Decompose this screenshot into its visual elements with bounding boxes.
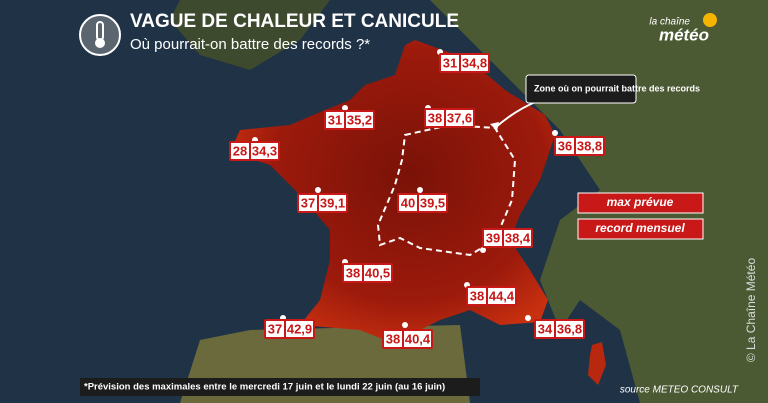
max-cell (344, 265, 362, 281)
station-dot (525, 315, 531, 321)
legend-record: record mensuel (595, 221, 685, 235)
station-dot (417, 187, 423, 193)
thermometer-icon (79, 14, 121, 56)
watermark: © La Chaîne Météo (744, 258, 758, 363)
station-dot (315, 187, 321, 193)
record-cell (419, 195, 446, 211)
record-value: 34,8 (462, 55, 487, 70)
record-value: 38,8 (577, 138, 602, 153)
record-value: 40,4 (405, 331, 431, 346)
max-cell (441, 55, 459, 71)
annotation-box (525, 74, 637, 104)
record-cell (404, 331, 431, 347)
max-value: 37 (301, 195, 315, 210)
max-cell (326, 112, 344, 128)
source: source METEO CONSULT (620, 385, 739, 396)
max-value: 37 (268, 321, 282, 336)
max-value: 38 (428, 110, 442, 125)
land-uk (170, 0, 330, 70)
annotation: Zone où on pourrait battre des records (534, 83, 700, 93)
arrow-head (490, 122, 499, 131)
logo-line1: la chaîne (649, 17, 690, 28)
logo-line2: météo (659, 25, 709, 44)
max-value: 31 (328, 112, 342, 127)
record-value: 34,3 (252, 143, 277, 158)
max-cell (399, 195, 417, 211)
max-value: 40 (401, 195, 415, 210)
max-value: 34 (538, 321, 553, 336)
station-dot (552, 130, 558, 136)
station-dot (342, 105, 348, 111)
record-value: 39,1 (320, 195, 345, 210)
max-cell (299, 195, 317, 211)
max-value: 39 (486, 230, 500, 245)
max-cell (536, 321, 554, 337)
thermometer-bulb (95, 38, 105, 48)
record-value: 36,8 (557, 321, 582, 336)
record-cell (461, 55, 488, 71)
record-cell (504, 230, 531, 246)
record-cell (446, 110, 473, 126)
max-value: 38 (386, 331, 400, 346)
record-value: 40,5 (365, 265, 390, 280)
record-value: 38,4 (505, 230, 531, 245)
max-value: 31 (443, 55, 457, 70)
record-value: 35,2 (347, 112, 372, 127)
record-value: 42,9 (287, 321, 312, 336)
record-cell (556, 321, 583, 337)
logo-sun (703, 13, 717, 27)
max-value: 38 (346, 265, 360, 280)
record-cell (576, 138, 603, 154)
station-dot (402, 322, 408, 328)
record-cell (286, 321, 313, 337)
stations: 31 34,8 31 35,2 28 34,3 38 37,6 36 38,8 37 39,1 40 39… (229, 49, 605, 349)
max-cell (468, 288, 486, 304)
legend-max: max prévue (607, 195, 674, 209)
max-cell (266, 321, 284, 337)
station-dot (480, 247, 486, 253)
record-zone (376, 123, 517, 257)
record-value: 44,4 (489, 288, 515, 303)
record-cell (364, 265, 391, 281)
footnote: *Prévision des maximales entre le mercre… (84, 382, 445, 393)
max-value: 28 (233, 143, 247, 158)
max-value: 36 (558, 138, 572, 153)
max-value: 38 (470, 288, 484, 303)
footnote-box (80, 378, 480, 396)
corsica (588, 342, 606, 385)
record-value: 37,6 (447, 110, 472, 125)
record-cell (488, 288, 515, 304)
record-cell (251, 143, 278, 159)
max-cell (231, 143, 249, 159)
title: VAGUE DE CHALEUR ET CANICULE (130, 11, 459, 32)
max-cell (556, 138, 574, 154)
record-value: 39,5 (420, 195, 445, 210)
legend-max-box (577, 192, 704, 214)
record-cell (319, 195, 346, 211)
subtitle: Où pourrait-on battre des records ?* (130, 36, 370, 53)
max-cell (384, 331, 402, 347)
legend-record-box (577, 218, 704, 240)
max-cell (426, 110, 444, 126)
max-cell (484, 230, 502, 246)
record-cell (346, 112, 373, 128)
